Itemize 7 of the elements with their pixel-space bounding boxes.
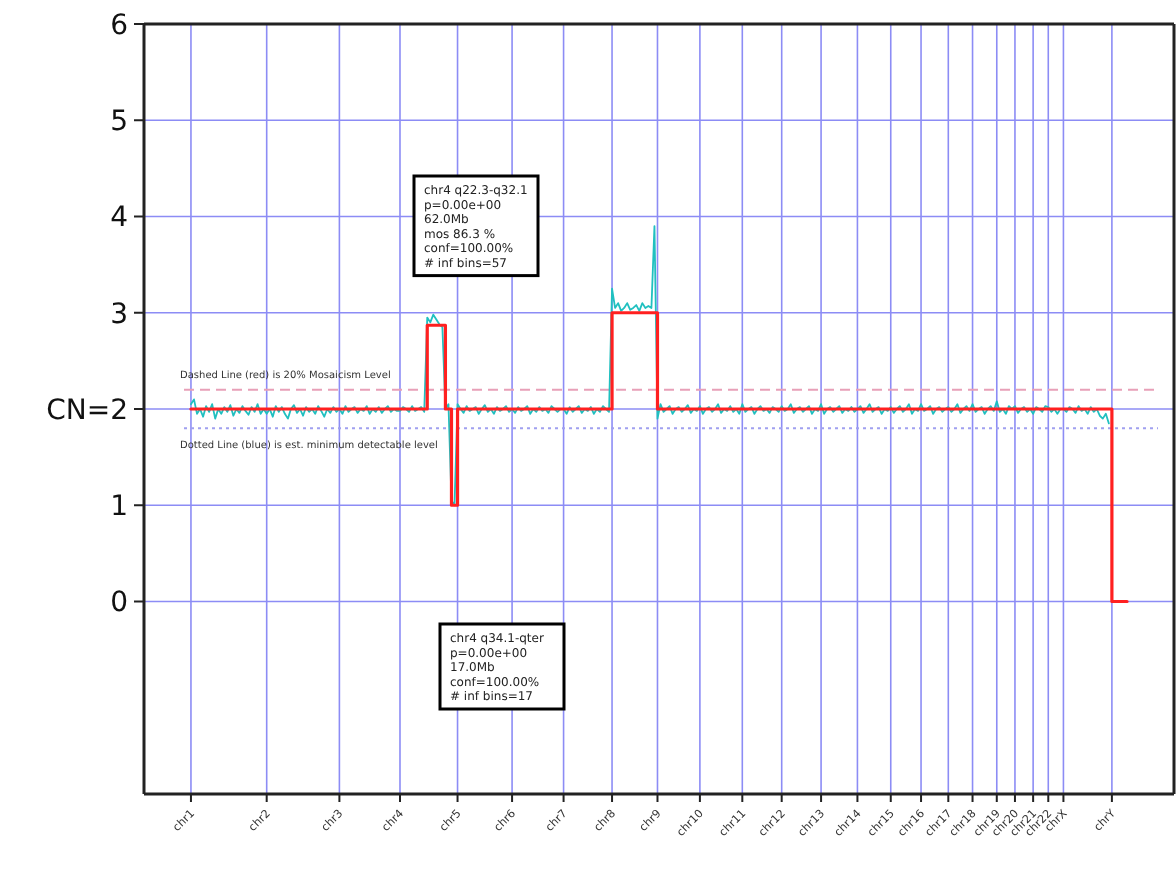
y-tick-label: 3	[110, 298, 128, 331]
y-tick-label: CN=2	[46, 394, 128, 427]
y-tick-label: 6	[110, 9, 129, 42]
y-tick-label: 5	[110, 106, 128, 139]
y-tick-label: 0	[110, 587, 128, 620]
y-tick-label: 1	[110, 491, 128, 524]
y-tick-label: 4	[110, 202, 129, 235]
